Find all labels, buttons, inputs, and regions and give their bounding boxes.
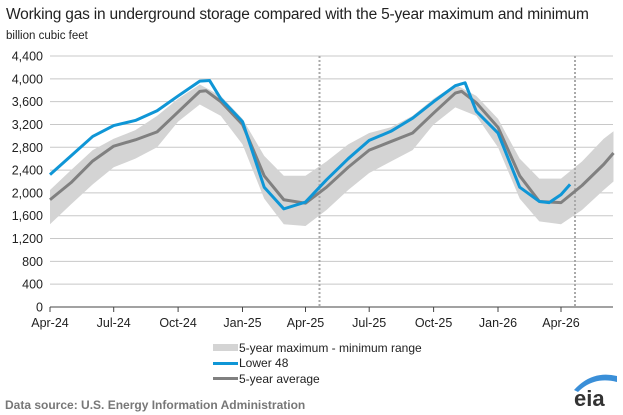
y-tick-label: 4,400 [12,50,43,64]
legend-label: 5-year maximum - minimum range [239,340,422,355]
x-tick-label: Oct-24 [159,316,197,330]
y-tick-label: 3,200 [12,118,43,132]
logo-arc-icon [574,374,617,392]
legend-label: Lower 48 [239,356,289,371]
legend-item-average: 5-year average [213,371,422,387]
logo-text: eia [574,386,605,410]
y-tick-label: 4,000 [12,72,43,86]
legend-item-lower48: Lower 48 [213,356,422,372]
y-tick-label: 2,000 [12,186,43,200]
average-line [49,89,615,205]
y-tick-label: 2,800 [12,141,43,155]
y-tick-label: 2,400 [12,164,43,178]
legend-item-band: 5-year maximum - minimum range [213,340,422,356]
average-swatch [213,377,238,381]
x-tick-label: Jan-26 [479,316,517,330]
legend-label: 5-year average [239,371,320,386]
x-tick-label: Jul-25 [352,316,386,330]
band-swatch [213,344,238,352]
y-axis-label: billion cubic feet [6,30,88,42]
eia-logo: eia [574,374,617,410]
y-tick-label: 1,600 [12,209,43,223]
y-tick-label: 0 [36,301,43,315]
y-tick-label: 3,600 [12,95,43,109]
legend: 5-year maximum - minimum range Lower 48 … [213,340,422,387]
y-tick-label: 400 [22,278,43,292]
chart-title: Working gas in underground storage compa… [6,6,589,23]
x-tick-label: Apr-25 [287,316,325,330]
x-tick-label: Apr-24 [31,316,69,330]
data-source: Data source: U.S. Energy Information Adm… [5,398,306,412]
lower48-swatch [213,361,238,365]
x-tick-label: Oct-25 [415,316,453,330]
y-tick-label: 1,200 [12,232,43,246]
y-tick-label: 800 [22,255,43,269]
x-tick-label: Jan-25 [223,316,261,330]
lower48-line [48,79,572,211]
x-tick-label: Jul-24 [97,316,131,330]
band-area [50,84,614,226]
x-tick-label: Apr-26 [542,316,580,330]
